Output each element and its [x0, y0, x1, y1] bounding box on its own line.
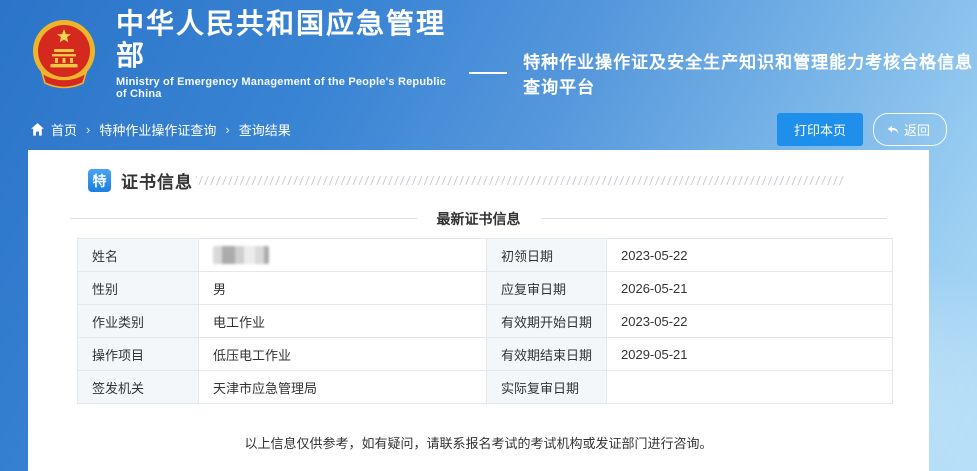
field-value: 2026-05-21: [606, 271, 893, 305]
field-value: [606, 370, 893, 404]
certificate-table: 姓名 初领日期 2023-05-22 性别 男 应复审日期 2026-05-21…: [77, 238, 893, 404]
table-row: 性别 男 应复审日期 2026-05-21: [77, 271, 893, 305]
latest-cert-divider: 最新证书信息: [70, 210, 887, 227]
breadcrumb-query-result[interactable]: 查询结果: [238, 122, 291, 138]
divider-line-right: [540, 218, 887, 219]
field-label: 作业类别: [77, 304, 199, 338]
table-row: 操作项目 低压电工作业 有效期结束日期 2029-05-21: [77, 337, 893, 371]
return-arrow-icon: [887, 125, 899, 133]
field-value: 低压电工作业: [198, 337, 487, 371]
platform-title: 特种作业操作证及安全生产知识和管理能力考核合格信息查询平台: [523, 53, 974, 97]
redacted-name: [213, 246, 269, 264]
latest-cert-title: 最新证书信息: [436, 210, 521, 227]
back-button[interactable]: 返回: [872, 112, 947, 146]
dash-divider: [468, 72, 508, 74]
print-page-button[interactable]: 打印本页: [776, 112, 863, 146]
field-label: 签发机关: [77, 370, 199, 404]
hatch-decoration: [196, 176, 844, 185]
site-header: 中华人民共和国应急管理部 Ministry of Emergency Manag…: [0, 0, 977, 108]
breadcrumb-cert-query[interactable]: 特种作业操作证查询: [99, 122, 217, 138]
national-emblem-icon: [33, 20, 95, 89]
field-label: 操作项目: [77, 337, 199, 371]
special-badge: 特: [88, 169, 111, 192]
field-label: 实际复审日期: [486, 370, 607, 404]
field-value: 2023-05-22: [606, 238, 893, 272]
table-row: 签发机关 天津市应急管理局 实际复审日期: [77, 370, 893, 404]
field-value: 2029-05-21: [606, 337, 893, 371]
field-label: 姓名: [77, 238, 199, 272]
breadcrumb-separator: ›: [86, 121, 91, 137]
table-row: 姓名 初领日期 2023-05-22: [77, 238, 893, 272]
divider-line-left: [70, 218, 417, 219]
field-value: 2023-05-22: [606, 304, 893, 338]
ministry-title-block: 中华人民共和国应急管理部 Ministry of Emergency Manag…: [116, 8, 447, 100]
ministry-subtitle-en: Ministry of Emergency Management of the …: [116, 76, 447, 101]
field-label: 有效期结束日期: [486, 337, 607, 371]
field-value: 电工作业: [198, 304, 487, 338]
platform-title-group: 特种作业操作证及安全生产知识和管理能力考核合格信息查询平台: [468, 48, 977, 98]
section-title-row: 特 证书信息: [88, 168, 193, 193]
field-label: 应复审日期: [486, 271, 607, 305]
field-value: 男: [198, 271, 487, 305]
field-label: 性别: [77, 271, 199, 305]
ministry-title: 中华人民共和国应急管理部: [116, 7, 447, 71]
breadcrumb-home[interactable]: 首页: [51, 122, 78, 138]
field-label: 有效期开始日期: [486, 304, 607, 338]
back-button-label: 返回: [903, 122, 930, 138]
table-row: 作业类别 电工作业 有效期开始日期 2023-05-22: [77, 304, 893, 338]
field-value: 天津市应急管理局: [198, 370, 487, 404]
section-title: 证书信息: [121, 173, 193, 192]
toolbar: 打印本页 返回: [776, 112, 947, 146]
breadcrumb-separator: ›: [225, 121, 230, 137]
home-icon: [31, 122, 44, 136]
breadcrumb: 首页 › 特种作业操作证查询 › 查询结果 打印本页 返回: [0, 108, 977, 150]
field-label: 初领日期: [486, 238, 607, 272]
content-panel: 特 证书信息 最新证书信息 姓名 初领日期 2023-05-22 性别 男 应复…: [28, 150, 929, 471]
field-value-name: [198, 238, 487, 272]
disclaimer-note: 以上信息仅供参考，如有疑问，请联系报名考试的考试机构或发证部门进行咨询。: [244, 436, 713, 451]
